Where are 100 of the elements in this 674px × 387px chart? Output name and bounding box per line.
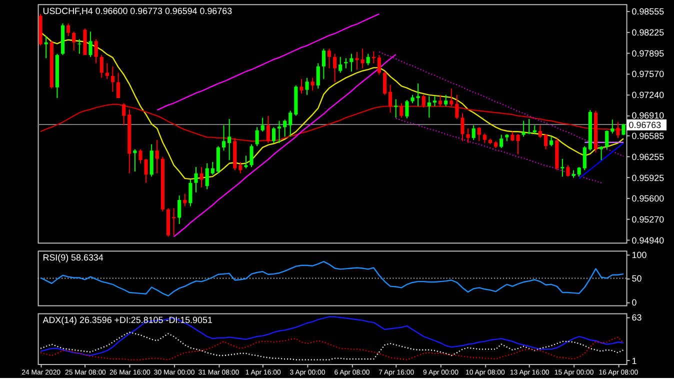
candlestick	[416, 83, 420, 107]
candlestick	[438, 94, 442, 107]
candlestick	[388, 84, 392, 114]
candlestick	[344, 58, 348, 69]
candlestick	[44, 36, 48, 59]
candlestick	[266, 115, 270, 144]
candlestick	[316, 62, 320, 90]
candlestick	[450, 88, 454, 107]
candlestick	[460, 112, 464, 142]
candlestick	[244, 155, 248, 169]
y-tick-label: 0.96585	[632, 131, 664, 142]
line-series	[578, 142, 624, 180]
y-tick-label: 0.98225	[632, 27, 664, 38]
y-tick-label: 50	[632, 274, 642, 284]
y-tick-label: 0.98555	[632, 6, 664, 17]
candlestick	[178, 195, 182, 225]
y-tick-label: 0.95270	[632, 214, 664, 224]
candlestick	[577, 166, 581, 178]
candlestick	[288, 110, 292, 138]
candlestick	[277, 120, 282, 144]
candlestick	[405, 99, 409, 119]
candlestick	[327, 48, 332, 69]
y-tick-label: 0.94940	[632, 235, 664, 246]
candlestick	[472, 124, 476, 140]
candlestick	[616, 122, 620, 138]
candlestick	[444, 94, 448, 107]
line-series	[156, 13, 380, 111]
candlestick	[355, 51, 359, 70]
line-series	[40, 316, 624, 356]
chart-title: RSI(9) 58.6334	[42, 252, 104, 263]
candlestick	[172, 208, 176, 236]
candlestick	[116, 72, 120, 99]
candlestick	[605, 130, 609, 150]
candlestick	[560, 158, 564, 178]
candlestick	[110, 66, 115, 92]
candlestick	[432, 96, 437, 107]
y-tick-label: 0.95600	[632, 194, 664, 204]
candlestick	[194, 166, 198, 193]
candlestick	[88, 31, 92, 58]
candlestick	[544, 134, 548, 150]
candlestick	[228, 118, 232, 161]
chart-title: USDCHF,H4 0.96600 0.96773 0.96594 0.96763	[42, 6, 232, 16]
candlestick	[78, 38, 82, 54]
candlestick	[550, 136, 554, 147]
candlestick	[72, 31, 76, 52]
candlestick	[222, 124, 226, 152]
candlestick	[333, 53, 337, 83]
candlestick	[255, 126, 259, 147]
y-tick-label: 0.96255	[632, 152, 664, 162]
candlestick	[382, 70, 387, 96]
candlestick	[305, 77, 309, 96]
y-tick-label: 0	[632, 297, 637, 308]
line-series	[378, 51, 624, 157]
ref-line-label: 0.96763	[628, 120, 662, 130]
y-tick-label: 100	[632, 250, 647, 260]
y-tick-label: 0.97570	[632, 68, 664, 79]
candlestick	[300, 78, 304, 94]
candlestick	[427, 96, 431, 118]
candlestick	[600, 146, 604, 161]
candlestick	[310, 77, 314, 91]
candlestick	[466, 128, 470, 144]
candlestick	[122, 102, 126, 126]
line-series	[40, 336, 624, 360]
candlestick	[250, 144, 254, 168]
candlestick	[482, 133, 486, 144]
candlestick	[582, 146, 586, 171]
candlestick	[455, 94, 459, 120]
candlestick	[500, 134, 504, 149]
y-tick-label: 63	[632, 312, 642, 322]
candlestick	[477, 126, 481, 142]
candlestick	[538, 124, 542, 138]
y-tick-label: 0.95925	[632, 172, 664, 183]
candlestick	[350, 53, 354, 72]
candlestick	[205, 162, 209, 190]
candlestick	[366, 53, 370, 66]
candlestick	[188, 179, 192, 207]
candlestick	[66, 22, 70, 37]
line-series	[173, 54, 396, 238]
y-tick-label: 0.96910	[632, 110, 664, 121]
candlestick	[394, 98, 398, 118]
candlestick	[200, 166, 204, 188]
candlestick	[377, 54, 382, 76]
candlestick	[105, 62, 109, 80]
candlestick	[283, 119, 287, 138]
candlestick	[210, 161, 214, 176]
y-tick-label: 1	[632, 356, 637, 366]
candlestick	[610, 119, 614, 134]
candlestick	[238, 161, 242, 174]
candlestick	[338, 56, 342, 74]
candlestick	[527, 118, 531, 135]
line-series	[40, 260, 624, 296]
candlestick	[400, 102, 404, 118]
line-series	[40, 332, 624, 360]
line-series	[395, 118, 602, 184]
y-tick-label: 0.97240	[632, 90, 664, 100]
candlestick	[94, 38, 98, 64]
candlestick	[566, 164, 570, 178]
candlestick	[260, 117, 264, 132]
candlestick	[133, 148, 137, 172]
candlestick	[422, 94, 426, 108]
